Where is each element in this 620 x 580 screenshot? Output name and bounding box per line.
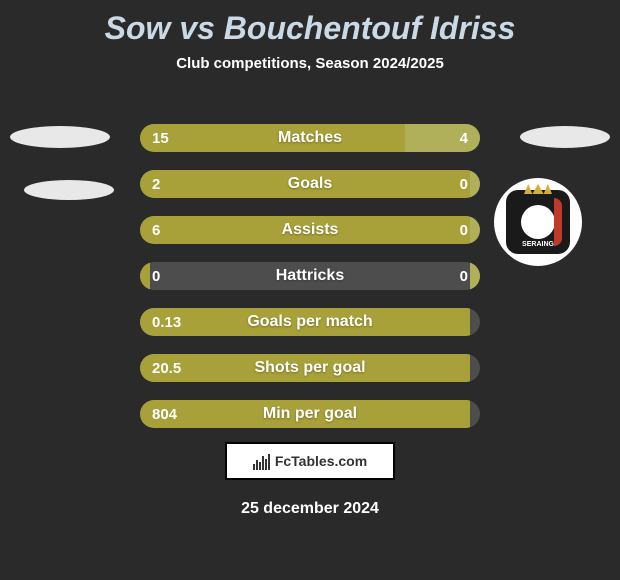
brand-box[interactable]: FcTables.com (225, 442, 395, 480)
club-badge: SERAING (494, 178, 582, 266)
brand-label: FcTables.com (275, 453, 367, 469)
stat-label: Hattricks (140, 262, 480, 290)
stat-value-left: 0.13 (152, 308, 181, 336)
stat-bar: Assists6 0 (140, 216, 480, 244)
page-title: Sow vs Bouchentouf Idriss (0, 0, 620, 47)
stat-label: Shots per goal (140, 354, 480, 382)
stat-label: Assists (140, 216, 480, 244)
player-left-avatar-placeholder-2 (24, 180, 114, 200)
stat-bar: Hattricks0 0 (140, 262, 480, 290)
crown-icon (524, 184, 552, 194)
stat-value-right: 4 (460, 124, 468, 152)
stat-bar: Min per goal804 (140, 400, 480, 428)
stat-bar: Goals per match0.13 (140, 308, 480, 336)
page-subtitle: Club competitions, Season 2024/2025 (0, 55, 620, 72)
stat-label: Matches (140, 124, 480, 152)
stat-label: Goals per match (140, 308, 480, 336)
stat-bar: Matches15 4 (140, 124, 480, 152)
player-right-avatar-placeholder (520, 126, 610, 148)
player-left-avatar-placeholder-1 (10, 126, 110, 148)
bar-chart-icon (253, 452, 271, 470)
stat-bar: Goals2 0 (140, 170, 480, 198)
badge-text: SERAING (506, 241, 570, 248)
stat-value-left: 804 (152, 400, 177, 428)
stat-value-left: 6 (152, 216, 160, 244)
badge-stripe (554, 198, 562, 246)
stats-bars: Matches154Goals20Assists60Hattricks00Goa… (140, 124, 480, 446)
badge-shield: SERAING (506, 190, 570, 254)
stat-value-right: 0 (460, 262, 468, 290)
stat-label: Goals (140, 170, 480, 198)
stat-value-left: 2 (152, 170, 160, 198)
badge-circle: SERAING (494, 178, 582, 266)
date-label: 25 december 2024 (0, 500, 620, 518)
stat-bar: Shots per goal20.5 (140, 354, 480, 382)
stat-value-left: 15 (152, 124, 169, 152)
stat-value-left: 0 (152, 262, 160, 290)
lion-icon (521, 205, 555, 239)
stat-label: Min per goal (140, 400, 480, 428)
stat-value-right: 0 (460, 216, 468, 244)
stat-value-right: 0 (460, 170, 468, 198)
stat-value-left: 20.5 (152, 354, 181, 382)
